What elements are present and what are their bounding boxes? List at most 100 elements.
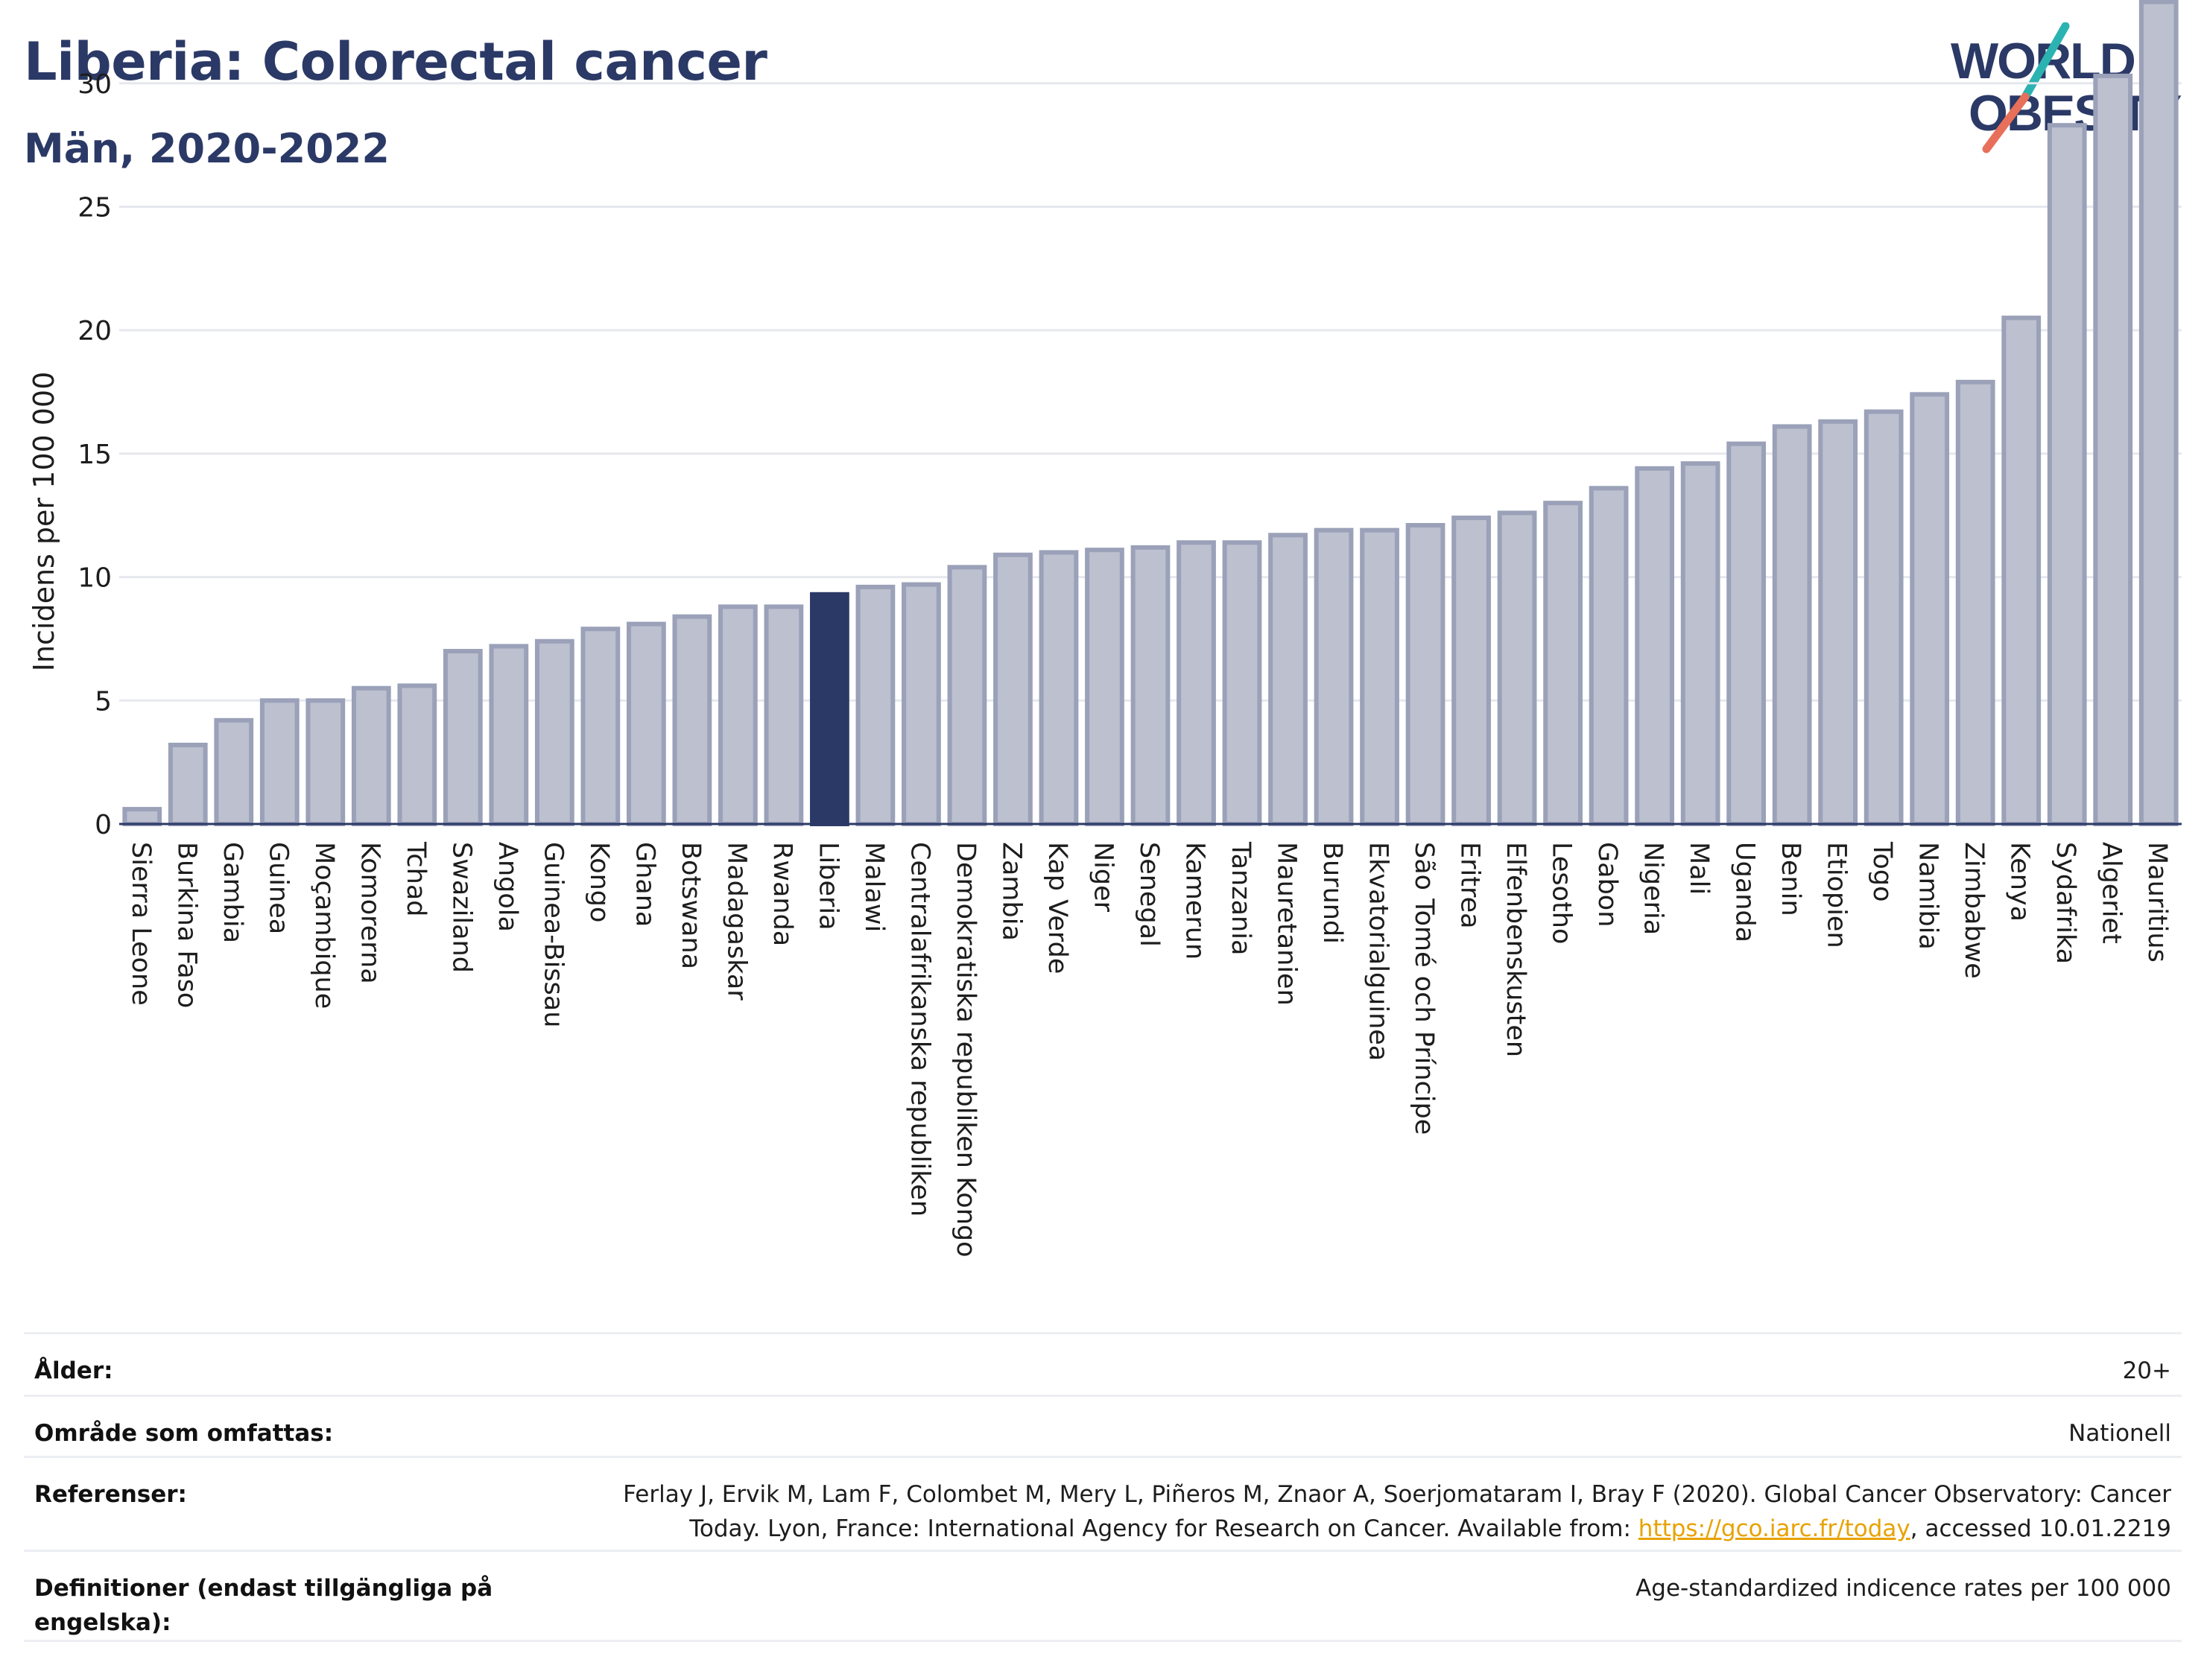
- reference-line-2-pre: Today. Lyon, France: International Agenc…: [689, 1515, 1638, 1542]
- bar: [672, 614, 712, 827]
- x-tick-label: Zambia: [996, 842, 1026, 941]
- bar: [764, 604, 804, 826]
- x-tick-label: Kongo: [584, 842, 614, 922]
- info-value-area: Nationell: [2068, 1420, 2171, 1447]
- info-row-age: Ålder: 20+: [24, 1332, 2182, 1395]
- x-tick-label: Algeriet: [2097, 842, 2127, 944]
- x-tick-label: Centralafrikanska republiken: [905, 842, 934, 1217]
- x-tick-label: Guinea: [263, 842, 293, 934]
- bar: [2047, 123, 2087, 826]
- x-tick-label: Sydafrika: [2051, 842, 2080, 964]
- x-tick-label: Malawi: [859, 842, 889, 932]
- bar: [902, 582, 941, 826]
- bar: [214, 717, 254, 827]
- x-tick-label: Kenya: [2005, 842, 2035, 922]
- x-tick-label: Gambia: [218, 842, 247, 943]
- y-tick-label: 15: [77, 440, 112, 470]
- y-tick-label: 5: [95, 686, 112, 717]
- x-tick-label: Eritrea: [1455, 842, 1485, 929]
- info-value-definitions: Age-standardized indicence rates per 100…: [1635, 1575, 2171, 1602]
- chart-subtitle: Män, 2020-2022: [24, 125, 390, 172]
- definitions-label-line-2: engelska):: [34, 1609, 171, 1636]
- bar: [2138, 0, 2179, 827]
- bar: [2001, 315, 2042, 826]
- bar: [1589, 486, 1629, 827]
- bar: [443, 649, 483, 827]
- x-tick-label: Liberia: [813, 842, 843, 931]
- x-tick-label: Nigeria: [1638, 842, 1668, 935]
- bar: [1635, 466, 1674, 826]
- bar: [1222, 540, 1262, 826]
- info-value-age: 20+: [2122, 1357, 2171, 1384]
- bar: [1085, 548, 1124, 826]
- y-tick-label: 10: [77, 563, 112, 594]
- y-tick-label: 25: [77, 193, 112, 224]
- bar-highlight: [810, 592, 849, 826]
- reference-line-2-post: , accessed 10.01.2219: [1910, 1515, 2171, 1542]
- bar: [397, 683, 437, 827]
- reference-link[interactable]: https://gco.iarc.fr/today: [1638, 1515, 1910, 1542]
- info-table: Ålder: 20+ Område som omfattas: Nationel…: [24, 1332, 2182, 1642]
- x-tick-label: Gabon: [1592, 842, 1622, 927]
- bar: [1955, 379, 1995, 826]
- bar: [1360, 527, 1399, 826]
- info-label-age: Ålder:: [34, 1357, 113, 1384]
- info-row-area: Område som omfattas: Nationell: [24, 1395, 2182, 1456]
- x-tick-label: Swaziland: [446, 842, 476, 973]
- x-tick-label: Togo: [1867, 841, 1897, 901]
- bar: [534, 638, 574, 826]
- x-tick-label: Senegal: [1134, 842, 1164, 947]
- x-tick-label: Elfenbenskusten: [1501, 842, 1530, 1057]
- bar: [1405, 523, 1445, 826]
- bar: [1268, 533, 1308, 827]
- x-tick-label: Etiopien: [1822, 842, 1852, 948]
- bar: [947, 565, 987, 826]
- x-tick-label: Mauretanien: [1272, 842, 1302, 1006]
- x-tick-label: Ghana: [630, 842, 659, 927]
- bar: [1910, 392, 1950, 826]
- x-tick-label: Rwanda: [767, 842, 797, 946]
- bar: [627, 621, 666, 826]
- bar: [1863, 409, 1904, 826]
- info-label-definitions: Definitioner (endast tillgängliga på eng…: [34, 1571, 493, 1640]
- x-tick-label: Niger: [1088, 842, 1118, 913]
- info-row-references: Referenser: Ferlay J, Ervik M, Lam F, Co…: [24, 1456, 2182, 1550]
- bar: [1130, 545, 1171, 826]
- bar: [122, 807, 162, 826]
- bar: [168, 742, 208, 827]
- y-tick-label: 0: [95, 810, 112, 840]
- x-tick-label: Guinea-Bissau: [538, 842, 568, 1027]
- bar: [259, 698, 300, 826]
- x-tick-label: Mauritius: [2142, 842, 2172, 963]
- x-tick-label: Botswana: [676, 842, 706, 969]
- x-tick-label: Tanzania: [1226, 841, 1255, 955]
- x-tick-label: Namibia: [1913, 842, 1943, 950]
- x-tick-label: Zimbabwe: [1959, 842, 1989, 979]
- bar: [580, 627, 621, 826]
- info-label-area: Område som omfattas:: [34, 1420, 334, 1447]
- bar: [993, 552, 1033, 826]
- x-tick-label: Moçambique: [309, 842, 339, 1009]
- x-tick-label: Burkina Faso: [171, 842, 201, 1008]
- x-tick-label: Demokratiska republiken Kongo: [951, 842, 981, 1258]
- x-tick-label: Kamerun: [1180, 842, 1210, 960]
- bar: [1818, 419, 1858, 826]
- bar: [2093, 73, 2133, 827]
- y-tick-label: 20: [77, 316, 112, 346]
- x-tick-label: Benin: [1776, 842, 1805, 916]
- reference-line-1: Ferlay J, Ervik M, Lam F, Colombet M, Me…: [623, 1481, 2171, 1508]
- x-tick-label: Mali: [1684, 842, 1714, 895]
- info-value-references: Ferlay J, Ervik M, Lam F, Colombet M, Me…: [623, 1477, 2171, 1546]
- x-tick-label: Kap Verde: [1042, 842, 1072, 974]
- x-tick-label: São Tomé och Príncipe: [1409, 842, 1439, 1135]
- bar: [1680, 461, 1720, 826]
- logo-slash-teal: [2021, 22, 2070, 101]
- bar: [1726, 441, 1767, 826]
- bar: [855, 584, 896, 827]
- y-tick-label: 30: [77, 69, 112, 100]
- bar: [305, 698, 346, 826]
- x-tick-label: Sierra Leone: [126, 842, 156, 1006]
- bar: [1543, 501, 1583, 826]
